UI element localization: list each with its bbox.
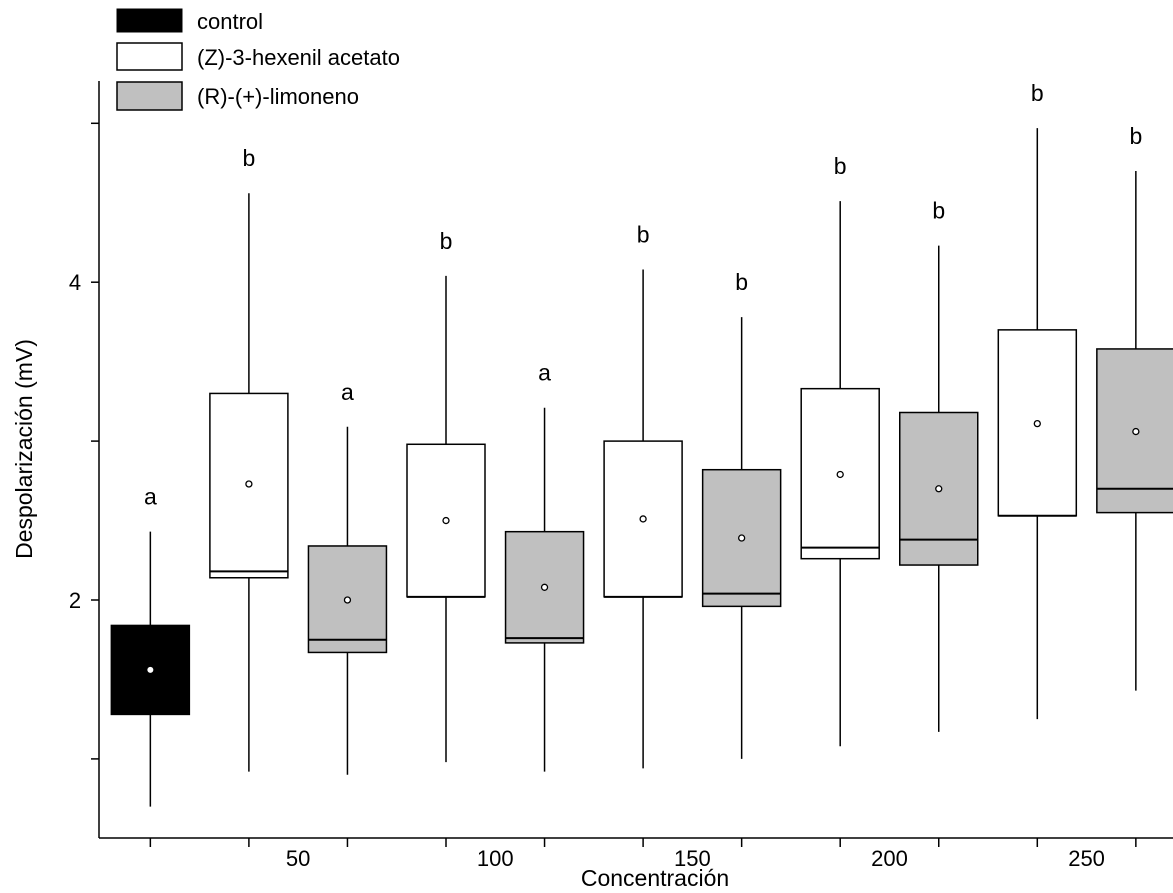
significance-letter: a (144, 484, 157, 510)
box-series: a b a b a b b b b b b (110, 80, 1173, 807)
mean-marker (1132, 427, 1140, 436)
box-hexenil-50: b (209, 145, 289, 772)
legend-label-limoneno: (R)-(+)-limoneno (197, 84, 359, 109)
legend: control (Z)-3-hexenil acetato (R)-(+)-li… (116, 8, 400, 111)
box-hexenil-250: b (997, 80, 1078, 720)
x-tick-label: 100 (477, 846, 514, 871)
mean-marker (540, 583, 549, 591)
mean-marker (147, 666, 154, 673)
mean-marker (343, 596, 352, 604)
significance-letter: b (1031, 80, 1044, 106)
mean-marker (935, 485, 943, 493)
box-hexenil-200: b (800, 153, 880, 747)
x-tick-label: 150 (674, 846, 711, 871)
significance-letter: b (932, 198, 945, 224)
box-limoneno-50: a (307, 379, 388, 775)
box-limoneno-150: b (701, 269, 782, 759)
significance-letter: a (341, 379, 354, 405)
legend-swatch-hexenil (116, 42, 183, 71)
x-ticks: 50 100 150 200 250 (149, 838, 1137, 871)
significance-letter: b (637, 221, 650, 247)
significance-letter: b (1129, 123, 1142, 149)
significance-letter: b (243, 145, 256, 171)
x-axis-title: Concentración (581, 865, 729, 891)
mean-marker (442, 516, 450, 525)
legend-label-hexenil: (Z)-3-hexenil acetato (197, 45, 400, 70)
box-hexenil-100: b (406, 228, 486, 763)
box-hexenil-150: b (603, 221, 683, 769)
box-limoneno-100: a (504, 360, 585, 772)
mean-marker (1033, 419, 1041, 428)
significance-letter: b (440, 228, 453, 254)
y-tick-label: 4 (69, 270, 81, 295)
mean-marker (836, 470, 844, 479)
x-tick-label: 200 (871, 846, 908, 871)
legend-label-control: control (197, 9, 263, 34)
x-tick-label: 250 (1068, 846, 1105, 871)
mean-marker (245, 480, 253, 488)
legend-swatch-control (116, 8, 183, 33)
y-ticks: 24 (69, 122, 99, 760)
significance-letter: a (538, 360, 551, 386)
y-tick-label: 2 (69, 588, 81, 613)
mean-marker (639, 515, 647, 523)
y-axis-title: Despolarización (mV) (11, 339, 37, 559)
box-control-control: a (110, 484, 191, 807)
box-body (997, 329, 1078, 517)
significance-letter: b (834, 153, 847, 179)
mean-marker (738, 534, 746, 542)
significance-letter: b (735, 269, 748, 295)
x-tick-label: 50 (286, 846, 310, 871)
box-limoneno-200: b (899, 198, 979, 732)
legend-swatch-limoneno (116, 81, 183, 111)
box-limoneno-250: b (1096, 123, 1173, 691)
